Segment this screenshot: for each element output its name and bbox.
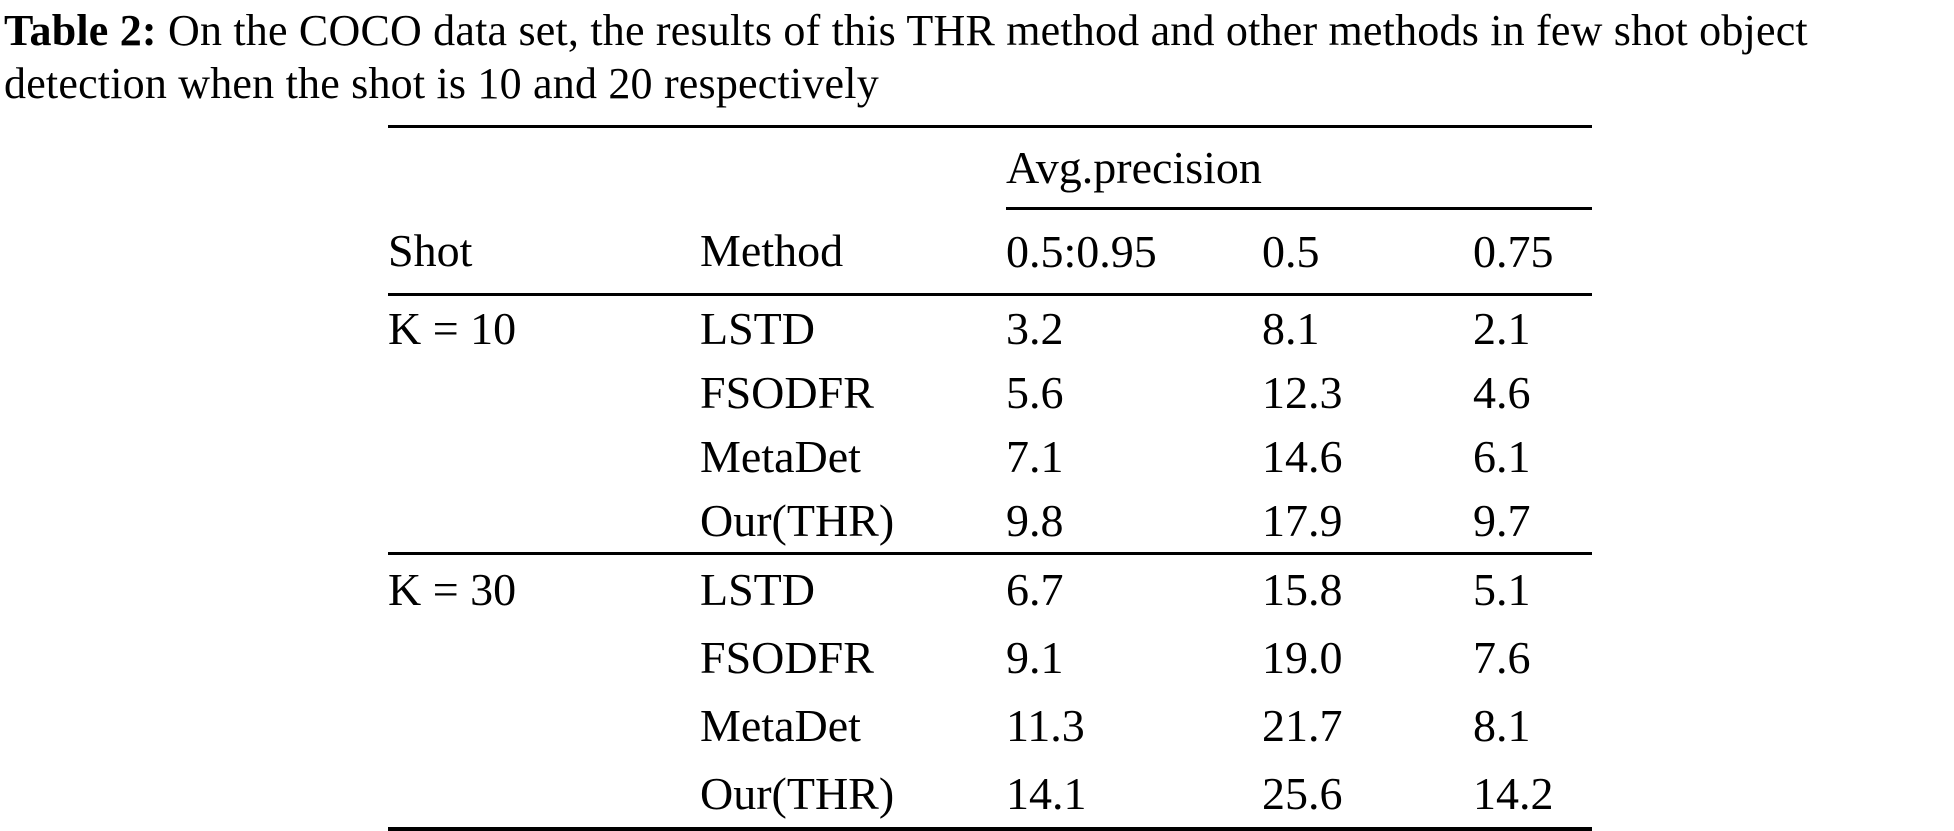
ap-05-095-cell: 11.3 [1006,699,1085,751]
ap-075-cell: 2.1 [1473,302,1531,354]
ap-05-095-cell: 14.1 [1006,767,1087,819]
shot-group-k30: K = 30 LSTD 6.7 15.8 5.1 FSODFR 9.1 19.0… [388,554,1592,830]
col-header-ap-075: 0.75 [1473,208,1593,296]
ap-05-095-cell: 3.2 [1006,302,1064,354]
shot-cell [388,759,700,829]
method-cell: LSTD [700,302,815,354]
shot-cell [388,488,700,555]
avg-precision-group-row: Avg.precision [388,126,1593,210]
method-cell: LSTD [700,563,815,615]
method-cell: FSODFR [700,366,874,418]
table-row: Our(THR) 14.1 25.6 14.2 [388,759,1592,829]
ap-05-cell: 25.6 [1262,767,1343,819]
table-row: Our(THR) 9.8 17.9 9.7 [388,488,1593,555]
ap-05-cell: 21.7 [1262,699,1343,751]
shot-cell [388,691,700,759]
shot-cell [388,360,700,424]
method-cell: Our(THR) [700,767,895,819]
shot-cell: K = 30 [388,563,517,615]
col-header-method: Method [700,208,1006,296]
shot-cell: K = 10 [388,302,517,354]
col-header-ap-05: 0.5 [1262,208,1473,296]
empty-cell [388,127,1006,209]
ap-075-cell: 9.7 [1473,488,1593,555]
results-table: Avg.precision Shot Method 0.5:0.95 0.5 0… [388,125,1593,831]
shot-group-k10: K = 10 LSTD 3.2 8.1 2.1 FSODFR 5.6 12.3 … [388,295,1593,555]
ap-05-cell: 15.8 [1262,563,1343,615]
ap-05-cell: 17.9 [1262,488,1473,555]
ap-075-cell: 4.6 [1473,366,1531,418]
ap-05-cell: 8.1 [1262,302,1320,354]
method-cell: MetaDet [700,430,861,482]
col-header-shot: Shot [388,208,700,296]
table-caption: Table 2: On the COCO data set, the resul… [4,4,1952,110]
caption-line1-text: On the COCO data set, the results of thi… [168,6,1808,55]
table-row: K = 30 LSTD 6.7 15.8 5.1 [388,554,1592,624]
ap-05-cell: 19.0 [1262,631,1343,683]
table-row: K = 10 LSTD 3.2 8.1 2.1 [388,295,1592,361]
ap-05-095-cell: 9.8 [1006,488,1262,555]
ap-05-cell: 12.3 [1262,366,1343,418]
ap-05-095-cell: 7.1 [1006,430,1064,482]
caption-line-1: Table 2: On the COCO data set, the resul… [4,4,1952,57]
method-cell: MetaDet [700,699,861,751]
caption-line-2: detection when the shot is 10 and 20 res… [4,59,879,108]
shot-cell [388,623,700,691]
table-row: MetaDet 11.3 21.7 8.1 [388,691,1592,759]
ap-05-095-cell: 9.1 [1006,631,1064,683]
ap-05-095-cell: 6.7 [1006,563,1064,615]
ap-075-cell: 5.1 [1473,563,1531,615]
method-cell: FSODFR [700,631,874,683]
method-cell: Our(THR) [700,488,1006,555]
ap-075-cell: 6.1 [1473,430,1531,482]
ap-075-cell: 8.1 [1473,699,1531,751]
ap-075-cell: 7.6 [1473,631,1531,683]
table-row: MetaDet 7.1 14.6 6.1 [388,424,1592,488]
col-header-ap-05-095: 0.5:0.95 [1006,208,1262,296]
caption-label: Table 2: [4,6,157,55]
avg-precision-group-header: Avg.precision [1006,126,1593,210]
column-header-row: Shot Method 0.5:0.95 0.5 0.75 [388,208,1593,296]
ap-075-cell: 14.2 [1473,767,1554,819]
ap-05-095-cell: 5.6 [1006,366,1064,418]
shot-cell [388,424,700,488]
ap-05-cell: 14.6 [1262,430,1343,482]
table-row: FSODFR 9.1 19.0 7.6 [388,623,1592,691]
table-row: FSODFR 5.6 12.3 4.6 [388,360,1592,424]
